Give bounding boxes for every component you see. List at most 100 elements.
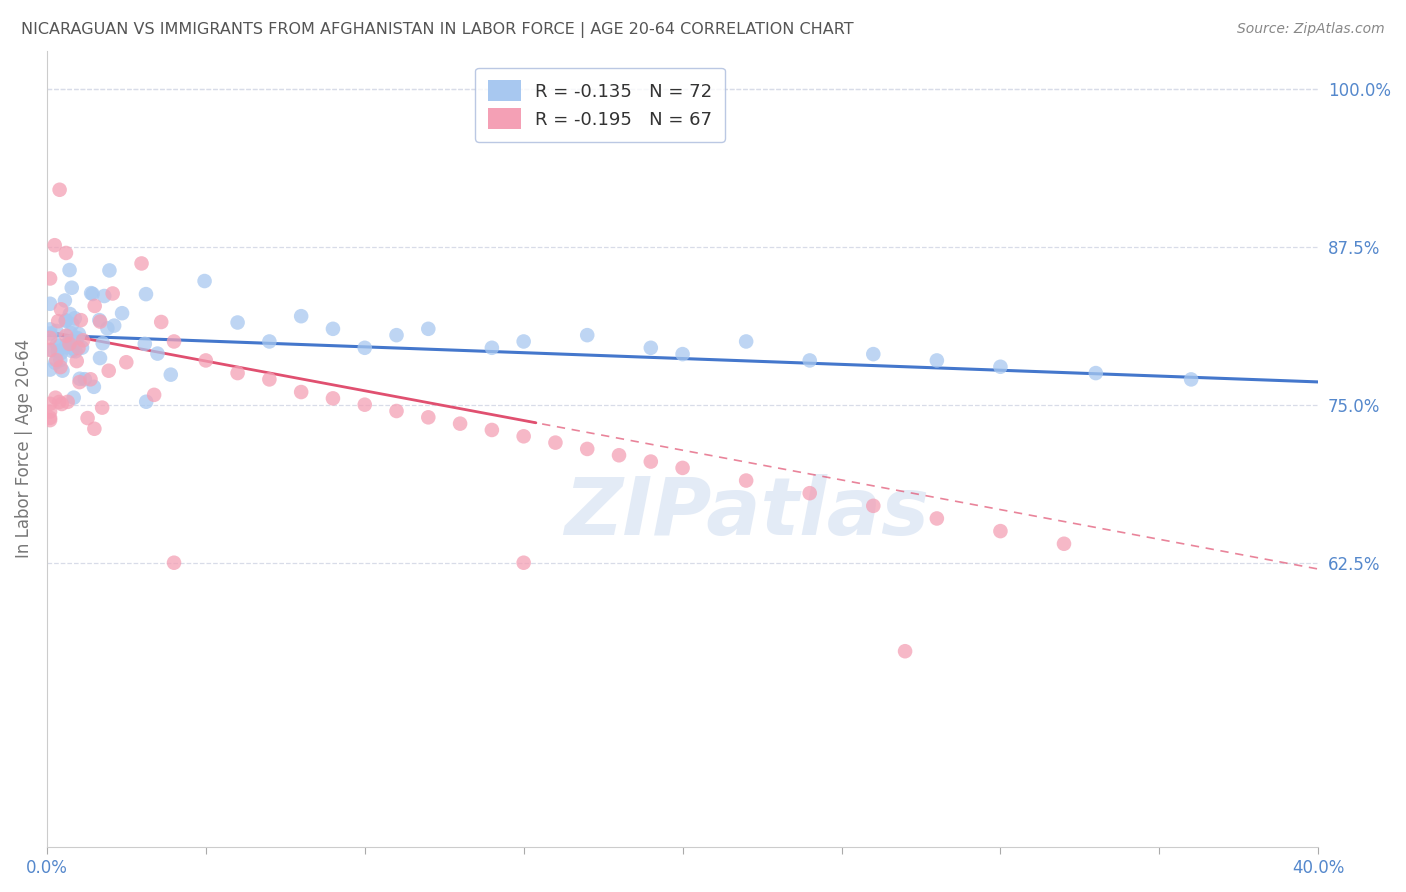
Point [143, 388, 166, 402]
Point [39, 410, 62, 425]
Point [150, 315, 173, 329]
Point [39, 297, 62, 311]
Point [607, 448, 630, 462]
Point [89, 351, 111, 365]
Point [163, 334, 186, 349]
Point [60, 281, 83, 295]
Point [640, 454, 662, 468]
Point [481, 341, 503, 355]
Point [226, 366, 249, 380]
Point [671, 461, 693, 475]
Point [39, 331, 62, 345]
Point [46, 314, 69, 328]
Point [131, 256, 153, 270]
Point [59, 326, 82, 340]
Point [45, 324, 67, 338]
Point [58, 337, 80, 351]
Point [799, 353, 821, 368]
Point [39, 326, 62, 341]
Point [55, 313, 77, 327]
Point [111, 306, 134, 320]
Point [83, 380, 105, 394]
Point [83, 299, 105, 313]
Point [83, 422, 105, 436]
Point [48, 183, 70, 197]
Point [115, 355, 138, 369]
Point [91, 401, 114, 415]
Point [69, 372, 91, 386]
Point [163, 556, 186, 570]
Point [481, 423, 503, 437]
Point [62, 391, 84, 405]
Point [735, 334, 758, 349]
Point [55, 314, 77, 328]
Point [512, 429, 534, 443]
Point [385, 328, 408, 343]
Point [70, 313, 93, 327]
Text: ZIPatlas: ZIPatlas [564, 474, 928, 551]
Point [39, 397, 62, 411]
Point [48, 395, 70, 409]
Point [39, 322, 62, 336]
Point [93, 289, 115, 303]
Point [159, 368, 181, 382]
Point [39, 343, 62, 357]
Point [58, 334, 80, 349]
Point [44, 356, 66, 370]
Point [194, 274, 217, 288]
Point [58, 263, 80, 277]
Point [226, 316, 249, 330]
Point [353, 398, 375, 412]
Point [89, 313, 111, 327]
Point [49, 360, 72, 375]
Point [449, 417, 471, 431]
Text: Source: ZipAtlas.com: Source: ZipAtlas.com [1237, 22, 1385, 37]
Point [39, 413, 62, 427]
Point [1084, 366, 1107, 380]
Point [44, 238, 66, 252]
Point [103, 318, 125, 333]
Point [60, 343, 83, 358]
Point [290, 309, 312, 323]
Point [69, 375, 91, 389]
Point [862, 347, 884, 361]
Point [80, 286, 103, 301]
Point [62, 341, 84, 355]
Point [51, 397, 73, 411]
Point [259, 372, 281, 386]
Point [135, 287, 157, 301]
Point [89, 315, 111, 329]
Point [259, 334, 281, 349]
Point [55, 246, 77, 260]
Point [990, 524, 1012, 538]
Point [67, 326, 90, 341]
Point [512, 334, 534, 349]
Point [640, 341, 662, 355]
Point [79, 372, 101, 386]
Point [72, 334, 94, 348]
Point [49, 302, 72, 317]
Point [59, 307, 82, 321]
Point [46, 343, 69, 358]
Point [97, 364, 120, 378]
Point [56, 395, 79, 409]
Point [290, 385, 312, 400]
Point [42, 343, 65, 358]
Point [862, 499, 884, 513]
Point [45, 337, 67, 351]
Point [1053, 537, 1076, 551]
Point [49, 346, 72, 360]
Point [39, 404, 62, 418]
Point [671, 347, 693, 361]
Point [101, 286, 124, 301]
Point [65, 331, 87, 345]
Point [925, 353, 948, 368]
Point [576, 442, 599, 456]
Point [45, 353, 67, 368]
Point [55, 341, 77, 355]
Point [385, 404, 408, 418]
Point [894, 644, 917, 658]
Text: NICARAGUAN VS IMMIGRANTS FROM AFGHANISTAN IN LABOR FORCE | AGE 20-64 CORRELATION: NICARAGUAN VS IMMIGRANTS FROM AFGHANISTA… [21, 22, 853, 38]
Point [73, 372, 96, 386]
Point [51, 364, 73, 378]
